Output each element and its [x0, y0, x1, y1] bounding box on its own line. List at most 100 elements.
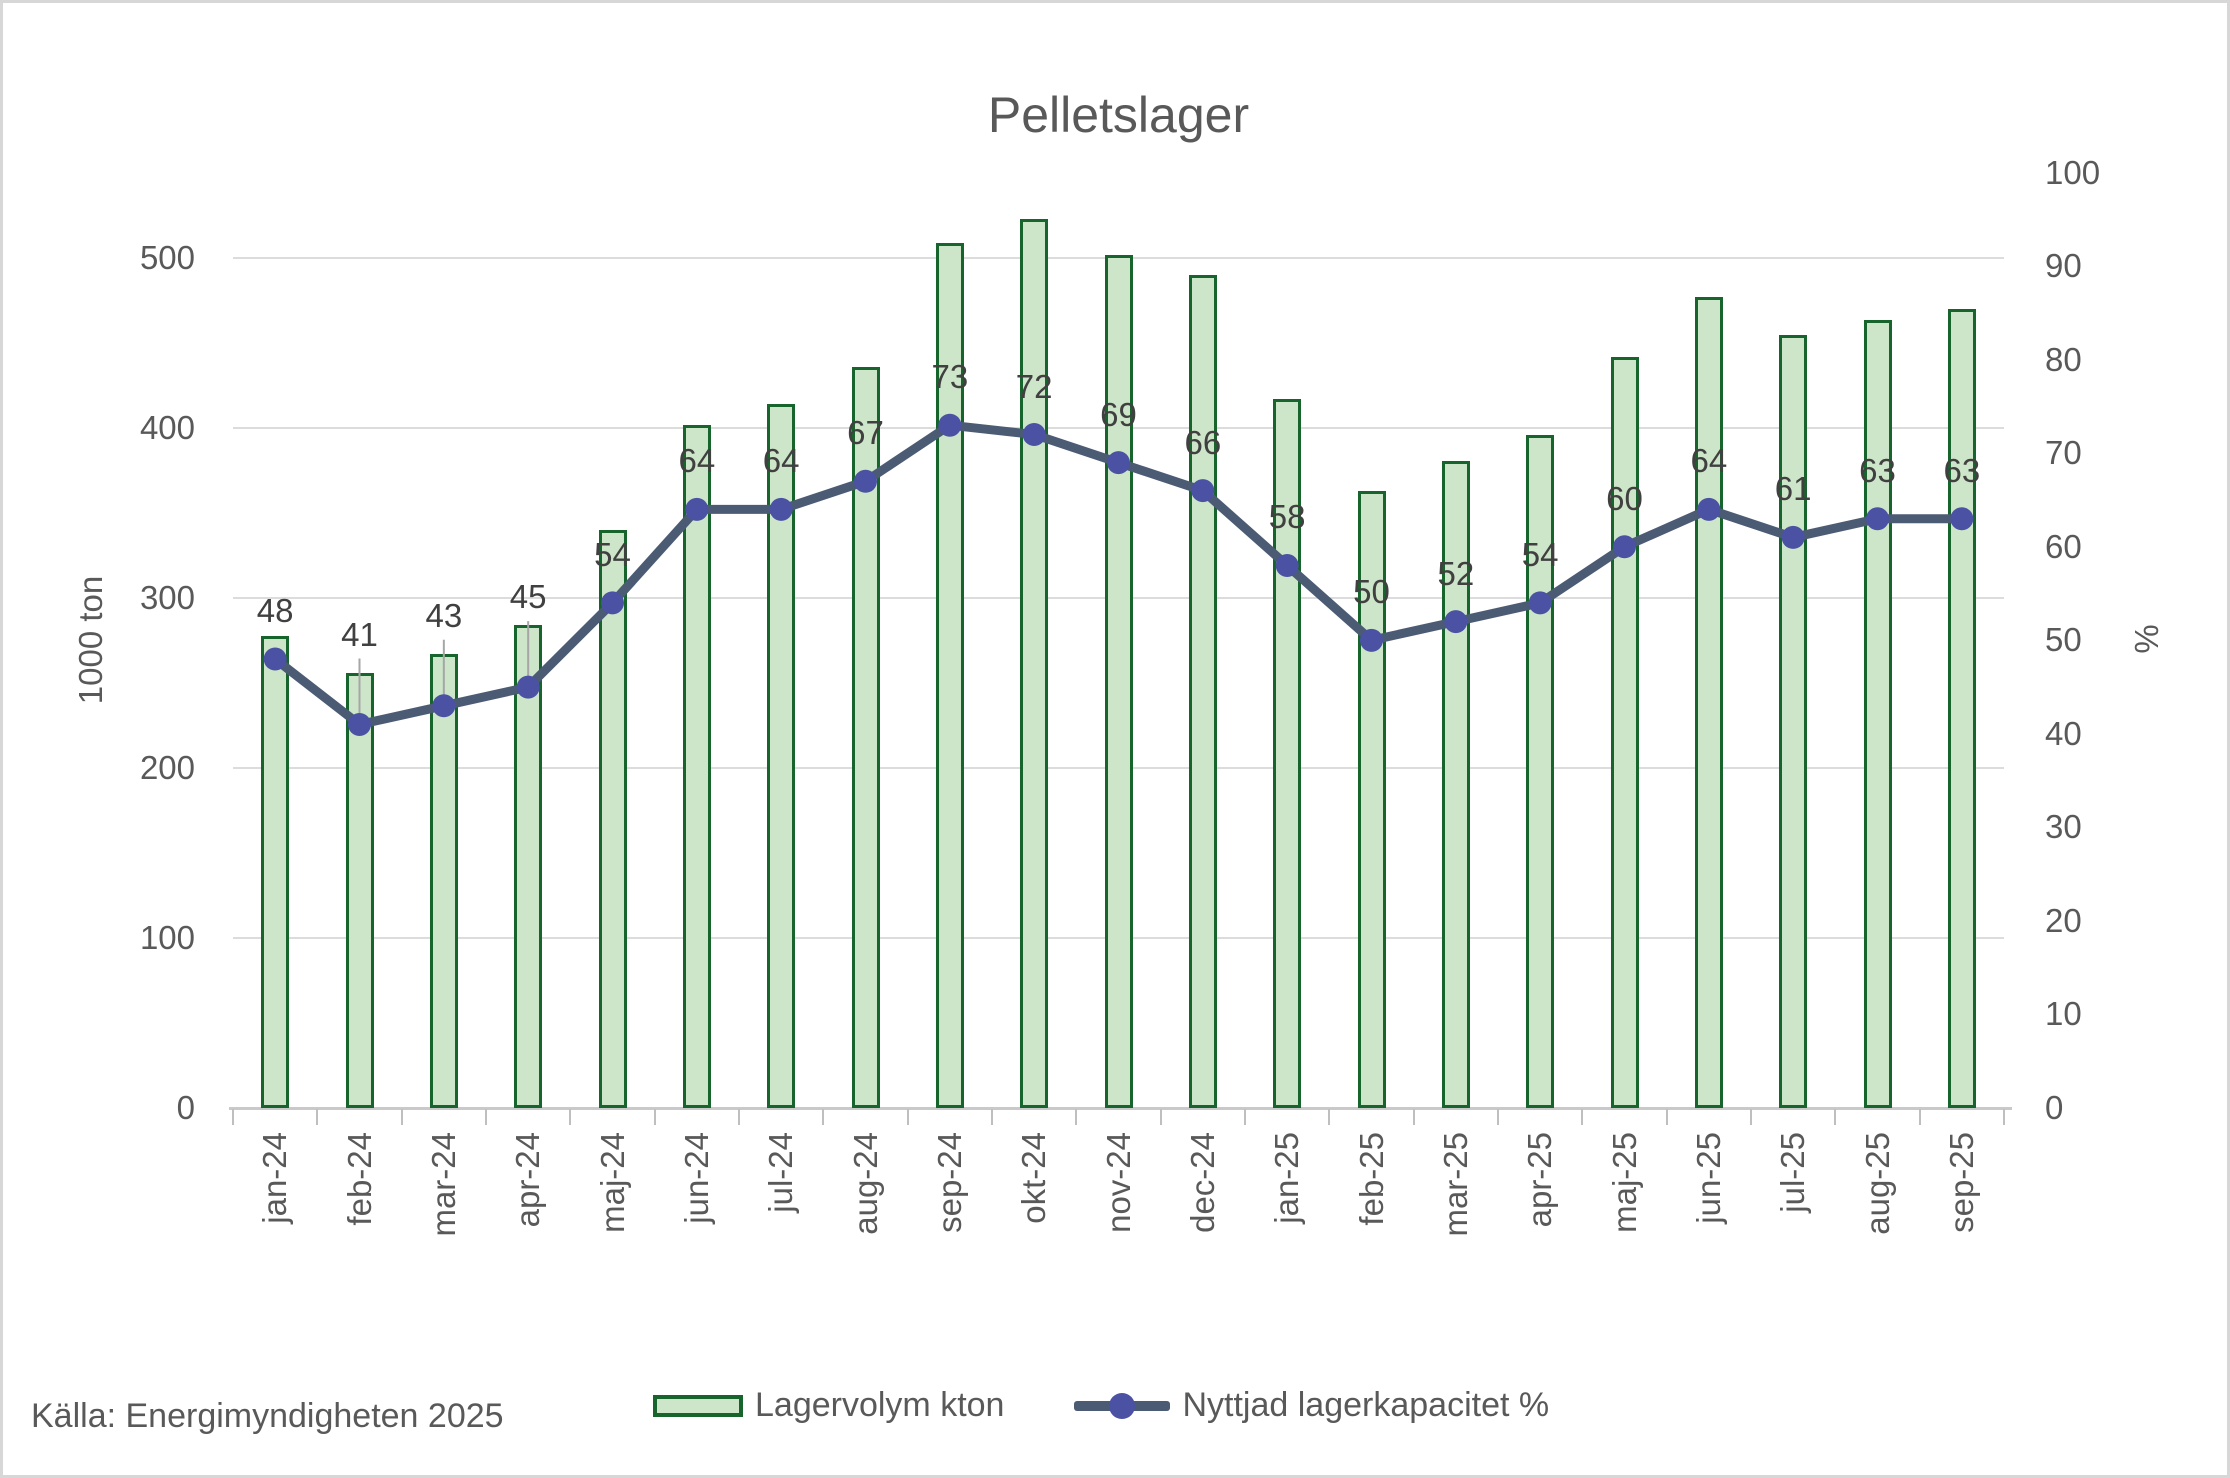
x-axis-line — [229, 1107, 2012, 1110]
marker-apr-25 — [1528, 591, 1552, 615]
x-axis-tick — [569, 1109, 572, 1125]
data-label-apr-24: 45 — [509, 578, 547, 616]
right-tick-0: 0 — [2045, 1089, 2064, 1126]
x-label-maj-25: maj-25 — [1605, 1132, 1643, 1233]
legend-item-bar-series: Lagervolym kton — [653, 1386, 1004, 1425]
x-label-apr-24: apr-24 — [509, 1132, 547, 1228]
bar-mar-25 — [1441, 460, 1470, 1108]
marker-jul-24 — [769, 497, 793, 521]
data-label-okt-24: 72 — [1015, 367, 1053, 405]
legend-item-line-series: Nyttjad lagerkapacitet % — [1074, 1386, 1549, 1425]
source-note: Källa: Energimyndigheten 2025 — [31, 1397, 504, 1435]
x-label-jul-25: jul-25 — [1774, 1132, 1812, 1213]
data-label-feb-25: 50 — [1353, 573, 1390, 611]
line-series-layer — [263, 413, 1974, 737]
x-axis-tick — [1328, 1109, 1331, 1125]
x-label-jan-24: jan-24 — [256, 1132, 294, 1224]
x-axis-tick — [232, 1109, 234, 1125]
line-series-swatch-icon — [1074, 1392, 1171, 1419]
right-tick-60: 60 — [2045, 527, 2082, 565]
marker-maj-24 — [601, 591, 624, 615]
right-tick-10: 10 — [2045, 995, 2082, 1033]
x-label-feb-25: feb-25 — [1352, 1132, 1390, 1226]
data-label-maj-25: 60 — [1606, 479, 1643, 517]
data-label-aug-25: 63 — [1859, 451, 1896, 489]
marker-feb-24 — [348, 713, 371, 737]
x-label-aug-25: aug-25 — [1858, 1132, 1896, 1235]
data-label-mar-25: 52 — [1437, 554, 1475, 592]
bar-nov-24 — [1104, 254, 1133, 1108]
data-label-feb-24: 41 — [341, 615, 378, 653]
right-tick-70: 70 — [2045, 434, 2082, 472]
x-axis-tick — [1918, 1109, 1921, 1125]
legend-label-bar-series: Lagervolym kton — [755, 1386, 1005, 1424]
x-axis-tick — [1750, 1109, 1752, 1125]
marker-sep-24 — [938, 413, 962, 437]
bar-jan-24 — [261, 635, 290, 1108]
marker-okt-24 — [1022, 423, 1046, 447]
bar-maj-24 — [598, 530, 627, 1108]
data-label-maj-24: 54 — [594, 535, 631, 573]
data-label-jun-25: 64 — [1690, 442, 1728, 480]
x-axis-tick — [906, 1109, 909, 1125]
marker-jul-25 — [1781, 525, 1805, 549]
legend: Lagervolym kton Nyttjad lagerkapacitet % — [653, 1386, 1549, 1425]
bar-feb-24 — [345, 672, 374, 1108]
x-axis-tick — [738, 1109, 740, 1125]
data-label-jul-24: 64 — [762, 442, 800, 480]
right-tick-80: 80 — [2045, 340, 2082, 378]
data-label-apr-25: 54 — [1521, 535, 1559, 573]
bar-sep-25 — [1947, 309, 1976, 1108]
x-axis-tick — [485, 1109, 487, 1125]
marker-aug-25 — [1866, 507, 1889, 531]
x-axis-tick — [1159, 1109, 1162, 1125]
x-axis-tick — [1497, 1109, 1499, 1125]
right-tick-30: 30 — [2045, 808, 2082, 846]
bar-apr-24 — [514, 625, 543, 1108]
bar-series-swatch-icon — [653, 1394, 743, 1417]
x-axis-tick — [822, 1109, 825, 1125]
data-label-jan-24: 48 — [256, 592, 294, 630]
x-label-maj-24: maj-24 — [593, 1132, 631, 1233]
left-tick-400: 400 — [139, 409, 195, 447]
x-axis-tick — [1244, 1109, 1246, 1125]
x-label-sep-25: sep-25 — [1942, 1132, 1980, 1233]
data-label-jul-25: 61 — [1774, 470, 1812, 508]
marker-dec-24 — [1191, 479, 1215, 503]
data-label-jan-25: 58 — [1268, 498, 1306, 536]
right-tick-40: 40 — [2045, 714, 2082, 752]
bar-jun-24 — [682, 424, 711, 1108]
bar-aug-25 — [1863, 319, 1892, 1108]
marker-aug-24 — [854, 469, 877, 493]
x-label-nov-24: nov-24 — [1099, 1132, 1137, 1233]
x-axis-tick — [1412, 1109, 1415, 1125]
data-label-dec-24: 66 — [1184, 423, 1222, 461]
right-tick-20: 20 — [2045, 901, 2082, 939]
marker-nov-24 — [1107, 451, 1130, 475]
marker-jan-25 — [1275, 553, 1299, 577]
bar-jun-25 — [1694, 297, 1723, 1108]
data-label-sep-24: 73 — [931, 358, 969, 396]
x-label-aug-24: aug-24 — [846, 1132, 884, 1235]
bar-okt-24 — [1020, 219, 1049, 1108]
x-axis-tick — [1581, 1109, 1584, 1125]
x-axis-tick — [1665, 1109, 1668, 1125]
left-tick-200: 200 — [139, 749, 195, 787]
x-label-jul-24: jul-24 — [762, 1132, 800, 1213]
plot-area: 48 41 43 45 54 64 64 67 73 72 69 66 58 50 52 54 60 64 61 63… — [229, 153, 2012, 1125]
x-label-feb-24: feb-24 — [340, 1132, 378, 1226]
left-tick-0: 0 — [176, 1089, 195, 1126]
left-tick-300: 300 — [139, 579, 195, 617]
marker-feb-25 — [1360, 628, 1383, 652]
x-axis-tick — [1075, 1109, 1078, 1125]
bar-apr-25 — [1526, 435, 1555, 1108]
x-label-okt-24: okt-24 — [1015, 1132, 1053, 1224]
marker-sep-25 — [1950, 507, 1974, 531]
right-tick-100: 100 — [2045, 153, 2101, 191]
chart-title: Pelletslager — [987, 87, 1250, 143]
x-label-dec-24: dec-24 — [1183, 1132, 1221, 1233]
legend-label-line-series: Nyttjad lagerkapacitet % — [1182, 1386, 1550, 1424]
x-label-jan-25: jan-25 — [1268, 1132, 1306, 1224]
marker-apr-24 — [516, 675, 540, 699]
